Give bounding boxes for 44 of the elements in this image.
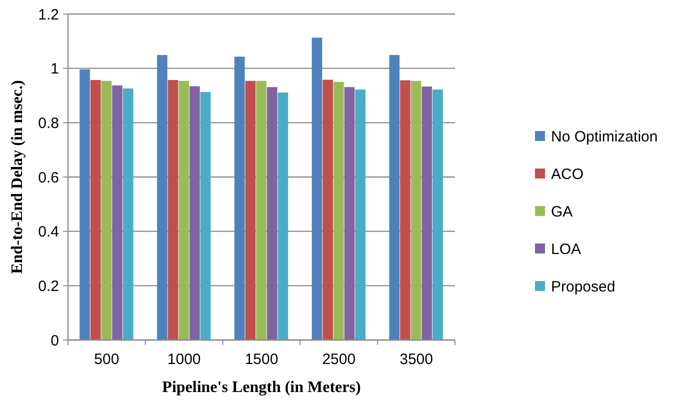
y-tick-label: 0 xyxy=(50,332,59,350)
bar xyxy=(101,80,112,340)
x-tick-label: 3500 xyxy=(400,351,433,368)
x-axis-title: Pipeline's Length (in Meters) xyxy=(162,379,361,396)
y-tick-label: 0.8 xyxy=(38,114,59,132)
legend-label: GA xyxy=(551,203,573,220)
bar xyxy=(200,92,211,340)
bar xyxy=(344,87,355,340)
x-tick-label: 1500 xyxy=(244,351,278,368)
bar xyxy=(157,55,168,340)
y-tick-label: 0.2 xyxy=(38,278,59,295)
legend-label: No Optimization xyxy=(551,128,658,146)
bar xyxy=(80,69,90,340)
bar xyxy=(234,56,245,340)
bar xyxy=(122,88,134,340)
y-tick-label: 1.2 xyxy=(38,6,59,24)
bar xyxy=(178,80,190,340)
bar xyxy=(90,80,101,340)
bar xyxy=(410,80,422,340)
y-tick-label: 1 xyxy=(50,60,59,78)
bar xyxy=(256,80,266,340)
x-tick-label: 500 xyxy=(94,351,120,368)
bar xyxy=(112,85,122,340)
bar xyxy=(322,80,333,340)
bar xyxy=(355,90,366,340)
bar xyxy=(245,80,256,340)
bar xyxy=(278,92,288,340)
legend-label: Proposed xyxy=(551,278,616,296)
bar xyxy=(190,86,200,340)
y-tick-label: 0.6 xyxy=(38,169,59,186)
legend-label: ACO xyxy=(551,166,584,183)
bar xyxy=(266,87,278,340)
bar xyxy=(432,90,443,340)
bar xyxy=(389,55,400,340)
bar xyxy=(422,86,432,340)
x-tick-label: 1000 xyxy=(167,351,201,368)
bar xyxy=(312,38,322,340)
bar xyxy=(333,82,344,340)
y-axis-title: End-to-End Delay (in msec.) xyxy=(9,80,26,274)
x-tick-label: 2500 xyxy=(322,351,356,368)
y-tick-label: 0.4 xyxy=(38,224,59,241)
legend-label: LOA xyxy=(551,240,582,258)
bar xyxy=(400,80,410,340)
bar xyxy=(168,80,178,340)
